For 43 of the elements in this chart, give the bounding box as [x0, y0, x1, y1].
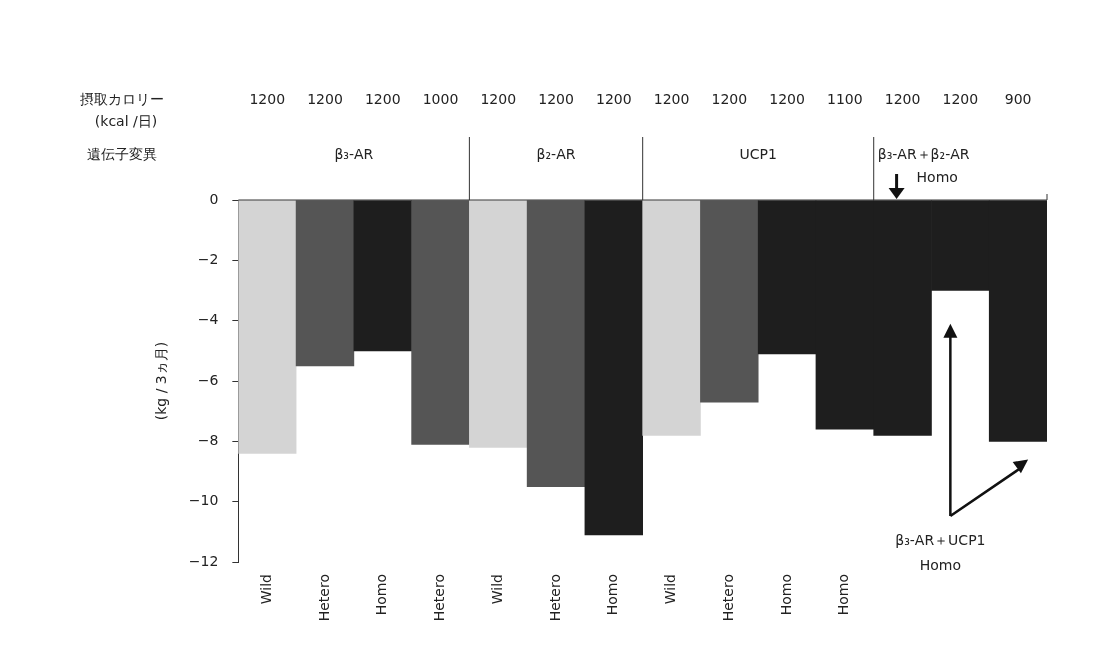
- text: 1200: [884, 90, 921, 107]
- text: Homo: [916, 168, 958, 185]
- annotation: β₃-AR＋UCP1: [895, 531, 986, 548]
- text: 遺伝子変異: [87, 145, 157, 162]
- text: 1200: [942, 90, 979, 107]
- x-tick-label: Hetero: [719, 574, 736, 622]
- y-tick-label: −8: [197, 431, 219, 448]
- annotation: Homo: [919, 556, 962, 573]
- y-tick-label: 0: [209, 190, 219, 207]
- y-tick-label: −10: [188, 492, 219, 509]
- text: (kcal /日): [94, 112, 158, 129]
- text: β₃-AR: [334, 145, 374, 162]
- text: UCP1: [739, 145, 777, 162]
- x-tick-label: Wild: [488, 574, 505, 605]
- text: 摂取カロリー: [80, 90, 164, 107]
- x-tick-label: Homo: [835, 574, 852, 616]
- text: 1200: [711, 90, 748, 107]
- x-tick-label: Wild: [662, 574, 679, 605]
- text: β₂-AR: [536, 145, 576, 162]
- text: 1100: [827, 90, 863, 107]
- y-tick-label: −12: [188, 552, 219, 569]
- y-axis-title: (kg / 3ヵ月): [153, 341, 170, 421]
- x-tick-label: Homo: [604, 574, 621, 616]
- y-tick-label: −4: [197, 311, 219, 328]
- y-tick-label: −2: [197, 250, 219, 267]
- x-tick-label: Hetero: [546, 574, 563, 622]
- text: 1200: [538, 90, 574, 107]
- text: 1200: [307, 90, 343, 107]
- text: 1200: [653, 90, 690, 107]
- text: β₃-AR＋β₂-AR: [877, 145, 970, 162]
- x-tick-label: Homo: [777, 574, 794, 616]
- x-tick-label: Hetero: [431, 574, 448, 622]
- text: 1200: [595, 90, 632, 107]
- y-tick-label: −6: [197, 371, 219, 388]
- text: 900: [1004, 90, 1032, 107]
- text: 1200: [364, 90, 401, 107]
- text: 1000: [422, 90, 459, 107]
- x-tick-label: Homo: [373, 574, 390, 616]
- text: 1200: [769, 90, 805, 107]
- x-tick-label: Wild: [257, 574, 274, 605]
- text: 1200: [249, 90, 286, 107]
- text: 1200: [480, 90, 517, 107]
- x-tick-label: Hetero: [315, 574, 332, 622]
